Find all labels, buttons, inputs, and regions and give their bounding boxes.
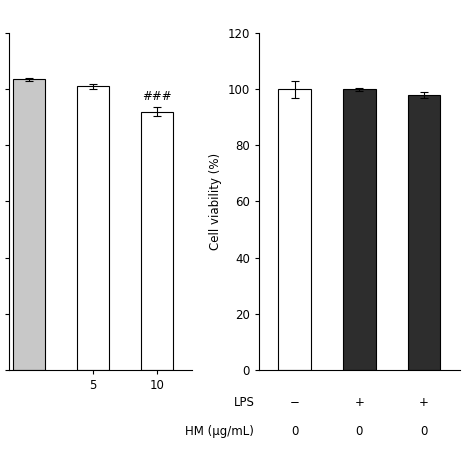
Text: 0: 0 bbox=[420, 425, 428, 438]
Text: +: + bbox=[419, 396, 429, 410]
Y-axis label: Cell viability (%): Cell viability (%) bbox=[209, 153, 222, 250]
Text: LPS: LPS bbox=[233, 396, 254, 410]
Bar bbox=[13, 80, 45, 370]
Bar bbox=[278, 89, 311, 370]
Text: +: + bbox=[355, 396, 365, 410]
Bar bbox=[77, 86, 109, 370]
Text: 0: 0 bbox=[291, 425, 298, 438]
Text: 0: 0 bbox=[356, 425, 363, 438]
Bar bbox=[408, 95, 440, 370]
Text: ###: ### bbox=[142, 90, 172, 103]
Bar bbox=[141, 112, 173, 370]
Text: HM (μg/mL): HM (μg/mL) bbox=[185, 425, 254, 438]
Bar bbox=[343, 89, 375, 370]
Text: −: − bbox=[290, 396, 300, 410]
